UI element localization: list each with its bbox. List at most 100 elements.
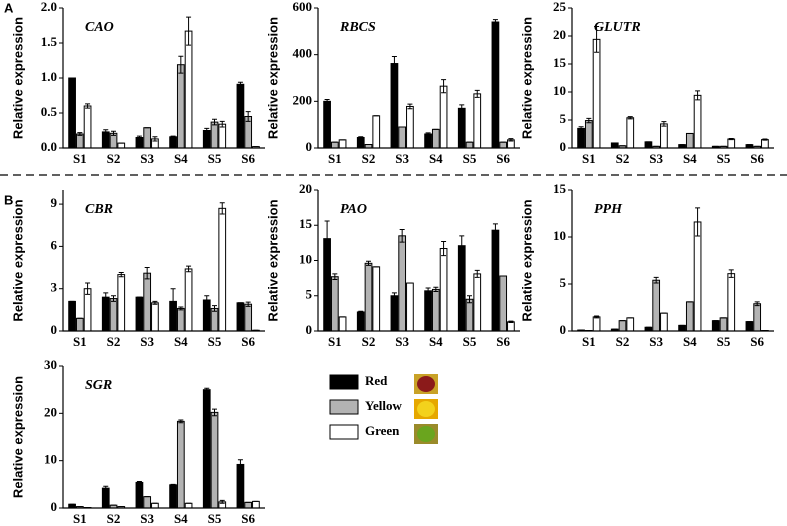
error-bar xyxy=(170,288,176,315)
bar xyxy=(143,496,152,509)
bar xyxy=(753,303,762,332)
bar xyxy=(424,133,432,149)
bar xyxy=(117,274,126,332)
y-tick-label: 0.5 xyxy=(41,104,58,119)
error-bar xyxy=(85,103,91,109)
x-tick-label: S3 xyxy=(649,334,663,349)
error-bar xyxy=(459,235,465,257)
x-tick-label: S6 xyxy=(496,151,510,166)
error-bar xyxy=(586,117,592,124)
y-tick-label: 5 xyxy=(306,287,313,302)
error-bar xyxy=(178,306,184,311)
legend-label: Green xyxy=(365,423,400,438)
error-bar xyxy=(103,129,109,135)
x-tick-label: S4 xyxy=(174,151,188,166)
bar xyxy=(210,307,219,332)
x-tick-label: S6 xyxy=(496,334,510,349)
bar xyxy=(68,77,76,149)
legend-swatch xyxy=(329,374,359,390)
bar xyxy=(372,266,381,332)
error-bar xyxy=(358,136,364,139)
error-bar xyxy=(170,135,176,138)
error-bar xyxy=(594,25,600,53)
y-axis-label: Relative expression xyxy=(10,199,25,321)
x-tick-label: S4 xyxy=(683,151,697,166)
bar xyxy=(626,117,635,149)
bar xyxy=(210,411,219,509)
error-bar xyxy=(754,301,760,307)
bar xyxy=(473,93,482,149)
y-tick-label: 1.0 xyxy=(41,69,57,84)
x-tick-label: S5 xyxy=(463,151,477,166)
bar xyxy=(685,132,694,149)
error-bar xyxy=(204,387,210,392)
error-bar xyxy=(245,301,251,307)
bar xyxy=(323,100,331,149)
bar xyxy=(83,105,92,149)
error-bar xyxy=(85,282,91,295)
x-tick-label: S4 xyxy=(429,334,443,349)
bar xyxy=(143,272,152,332)
bar xyxy=(406,105,414,149)
chart-title: CBR xyxy=(85,202,113,217)
fruit-icon xyxy=(417,401,435,417)
error-bar xyxy=(103,292,109,302)
bar xyxy=(473,273,482,332)
x-tick-label: S5 xyxy=(208,151,222,166)
y-axis-label: Relative expression xyxy=(265,17,280,139)
error-bar xyxy=(77,132,83,136)
bar xyxy=(457,245,466,332)
x-tick-label: S3 xyxy=(395,151,409,166)
y-tick-label: 10 xyxy=(44,452,57,467)
y-tick-label: 600 xyxy=(293,0,313,14)
x-tick-label: S2 xyxy=(362,151,376,166)
bar xyxy=(652,279,661,332)
error-bar xyxy=(433,286,439,293)
y-tick-label: 20 xyxy=(299,181,312,196)
error-bar xyxy=(219,120,225,128)
error-bar xyxy=(111,130,116,136)
y-tick-label: 15 xyxy=(553,181,567,196)
error-bar xyxy=(578,126,584,131)
bar xyxy=(236,463,245,509)
x-tick-label: S6 xyxy=(750,334,764,349)
y-tick-label: 30 xyxy=(44,357,57,372)
error-bar xyxy=(204,295,210,305)
bar xyxy=(75,317,84,332)
fruit-icon xyxy=(417,426,435,442)
bar xyxy=(711,320,720,332)
error-bar xyxy=(399,228,405,243)
x-tick-label: S2 xyxy=(107,334,121,349)
bar xyxy=(176,64,185,149)
bar xyxy=(491,229,500,332)
bar xyxy=(390,295,399,332)
error-bar xyxy=(728,269,734,278)
bar xyxy=(761,139,769,149)
error-bar xyxy=(425,132,431,136)
x-tick-label: S2 xyxy=(107,151,121,166)
bar xyxy=(169,136,177,149)
error-bar xyxy=(695,207,701,237)
error-bar xyxy=(467,295,472,304)
x-tick-label: S2 xyxy=(616,151,630,166)
y-tick-label: 0 xyxy=(306,139,313,154)
bar xyxy=(169,484,177,509)
axis xyxy=(317,190,520,332)
bar xyxy=(135,296,144,332)
error-bar xyxy=(178,55,184,74)
error-bar xyxy=(459,104,465,113)
bar xyxy=(465,141,474,149)
chart-title: RBCS xyxy=(339,20,376,35)
bar xyxy=(356,311,365,332)
panel-label: B xyxy=(4,192,13,207)
bar xyxy=(727,273,736,332)
error-bar xyxy=(594,315,600,319)
y-tick-label: 3 xyxy=(51,280,58,295)
error-bar xyxy=(324,98,330,104)
bar xyxy=(252,500,260,509)
y-tick-label: 10 xyxy=(299,251,312,266)
x-tick-label: S5 xyxy=(717,334,731,349)
bar xyxy=(660,312,668,332)
legend-label: Yellow xyxy=(365,398,402,413)
error-bar xyxy=(170,483,176,486)
